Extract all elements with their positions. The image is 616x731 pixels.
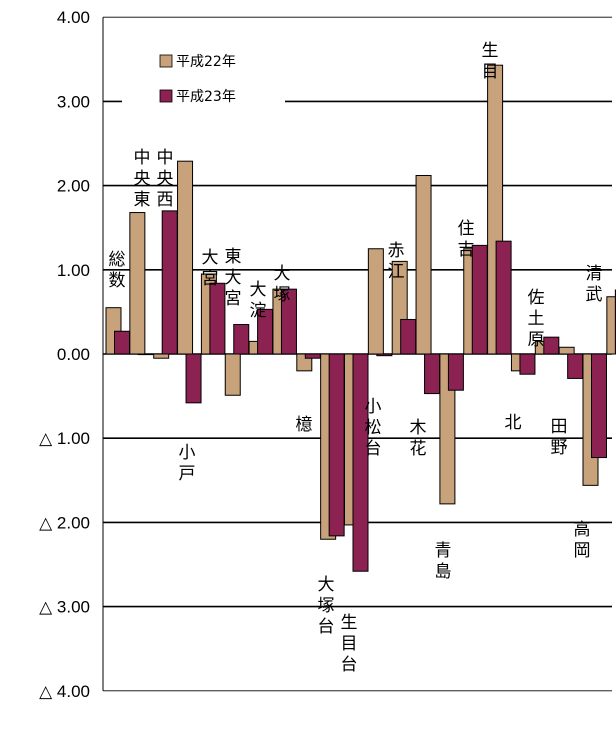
bar-h22 bbox=[558, 346, 575, 355]
category-label: 生目台 bbox=[341, 613, 358, 675]
bar-h22 bbox=[177, 160, 194, 355]
bar-h23 bbox=[376, 353, 393, 357]
legend-label-h22: 平成22年 bbox=[176, 54, 236, 70]
bar-h23 bbox=[233, 324, 250, 355]
bar-h23 bbox=[209, 282, 226, 355]
y-tick-label: 2.00 bbox=[57, 177, 90, 196]
bar-h22 bbox=[367, 248, 384, 355]
category-label: 中央東 bbox=[134, 148, 151, 210]
y-tick-label: △ 1.00 bbox=[39, 429, 90, 448]
legend-background bbox=[122, 38, 285, 108]
category-label: 佐土原 bbox=[528, 288, 545, 350]
category-label: 中央西 bbox=[157, 148, 174, 210]
category-label: 青島 bbox=[435, 541, 452, 582]
bar-h23 bbox=[447, 353, 464, 391]
bar-h23 bbox=[304, 353, 321, 359]
bar-h23 bbox=[137, 353, 154, 356]
bar-h23 bbox=[543, 336, 560, 355]
y-tick-label: △ 2.00 bbox=[39, 513, 90, 532]
bar-h23 bbox=[161, 210, 178, 355]
bar-h23 bbox=[424, 353, 441, 395]
category-label: 大淀 bbox=[250, 280, 267, 321]
category-label: 小戸 bbox=[179, 443, 196, 484]
category-label: 大塚 bbox=[274, 264, 291, 305]
bar-h23 bbox=[495, 240, 512, 355]
y-tick-label: 1.00 bbox=[57, 261, 90, 280]
category-label: 生目 bbox=[482, 41, 499, 82]
bar-h22 bbox=[415, 174, 432, 355]
category-label: 東大宮 bbox=[225, 247, 242, 309]
bar-h23 bbox=[185, 353, 202, 404]
category-label: 北 bbox=[505, 413, 522, 433]
y-tick-label: 4.00 bbox=[57, 8, 90, 27]
bars bbox=[105, 64, 616, 572]
bar-h23 bbox=[591, 353, 607, 459]
category-label: 檍 bbox=[296, 415, 313, 435]
y-axis: 4.00 3.00 2.00 1.00 0.00 △ 1.00 △ 2.00 △ 3.00 △ … bbox=[39, 8, 104, 701]
category-label: 大宮 bbox=[202, 248, 219, 289]
category-label: 清武 bbox=[586, 264, 603, 305]
legend-swatch-h22 bbox=[159, 54, 173, 68]
legend-swatch-h23 bbox=[159, 89, 173, 103]
bar-h22 bbox=[129, 212, 146, 355]
y-tick-label: 0.00 bbox=[57, 345, 90, 364]
legend-label-h23: 平成23年 bbox=[176, 89, 236, 105]
bar-h23 bbox=[352, 353, 369, 572]
bar-h23 bbox=[328, 353, 345, 537]
legend: 平成22年 平成23年 bbox=[122, 38, 285, 108]
bar-h23 bbox=[519, 353, 536, 375]
category-label: 赤江 bbox=[388, 241, 405, 282]
bar-h23 bbox=[471, 244, 488, 355]
y-tick-label: △ 3.00 bbox=[39, 598, 90, 617]
bar-h23 bbox=[114, 330, 130, 355]
category-label: 大塚台 bbox=[318, 575, 335, 637]
bar-h22 bbox=[153, 353, 170, 359]
category-label: 小松台 bbox=[365, 397, 382, 459]
category-label: 総数 bbox=[109, 250, 126, 291]
category-label: 住吉 bbox=[458, 219, 475, 260]
bar-h23 bbox=[280, 288, 297, 355]
bar-h22 bbox=[439, 353, 456, 505]
y-tick-label: △ 4.00 bbox=[39, 682, 90, 701]
category-label: 木花 bbox=[410, 418, 427, 459]
bar-h23 bbox=[400, 318, 417, 355]
category-label: 高岡 bbox=[574, 520, 591, 561]
y-tick-label: 3.00 bbox=[57, 92, 90, 111]
category-label: 田野 bbox=[551, 417, 568, 458]
bar-h23 bbox=[567, 353, 584, 379]
bar-h22 bbox=[606, 296, 616, 355]
bar-h22 bbox=[224, 353, 241, 396]
